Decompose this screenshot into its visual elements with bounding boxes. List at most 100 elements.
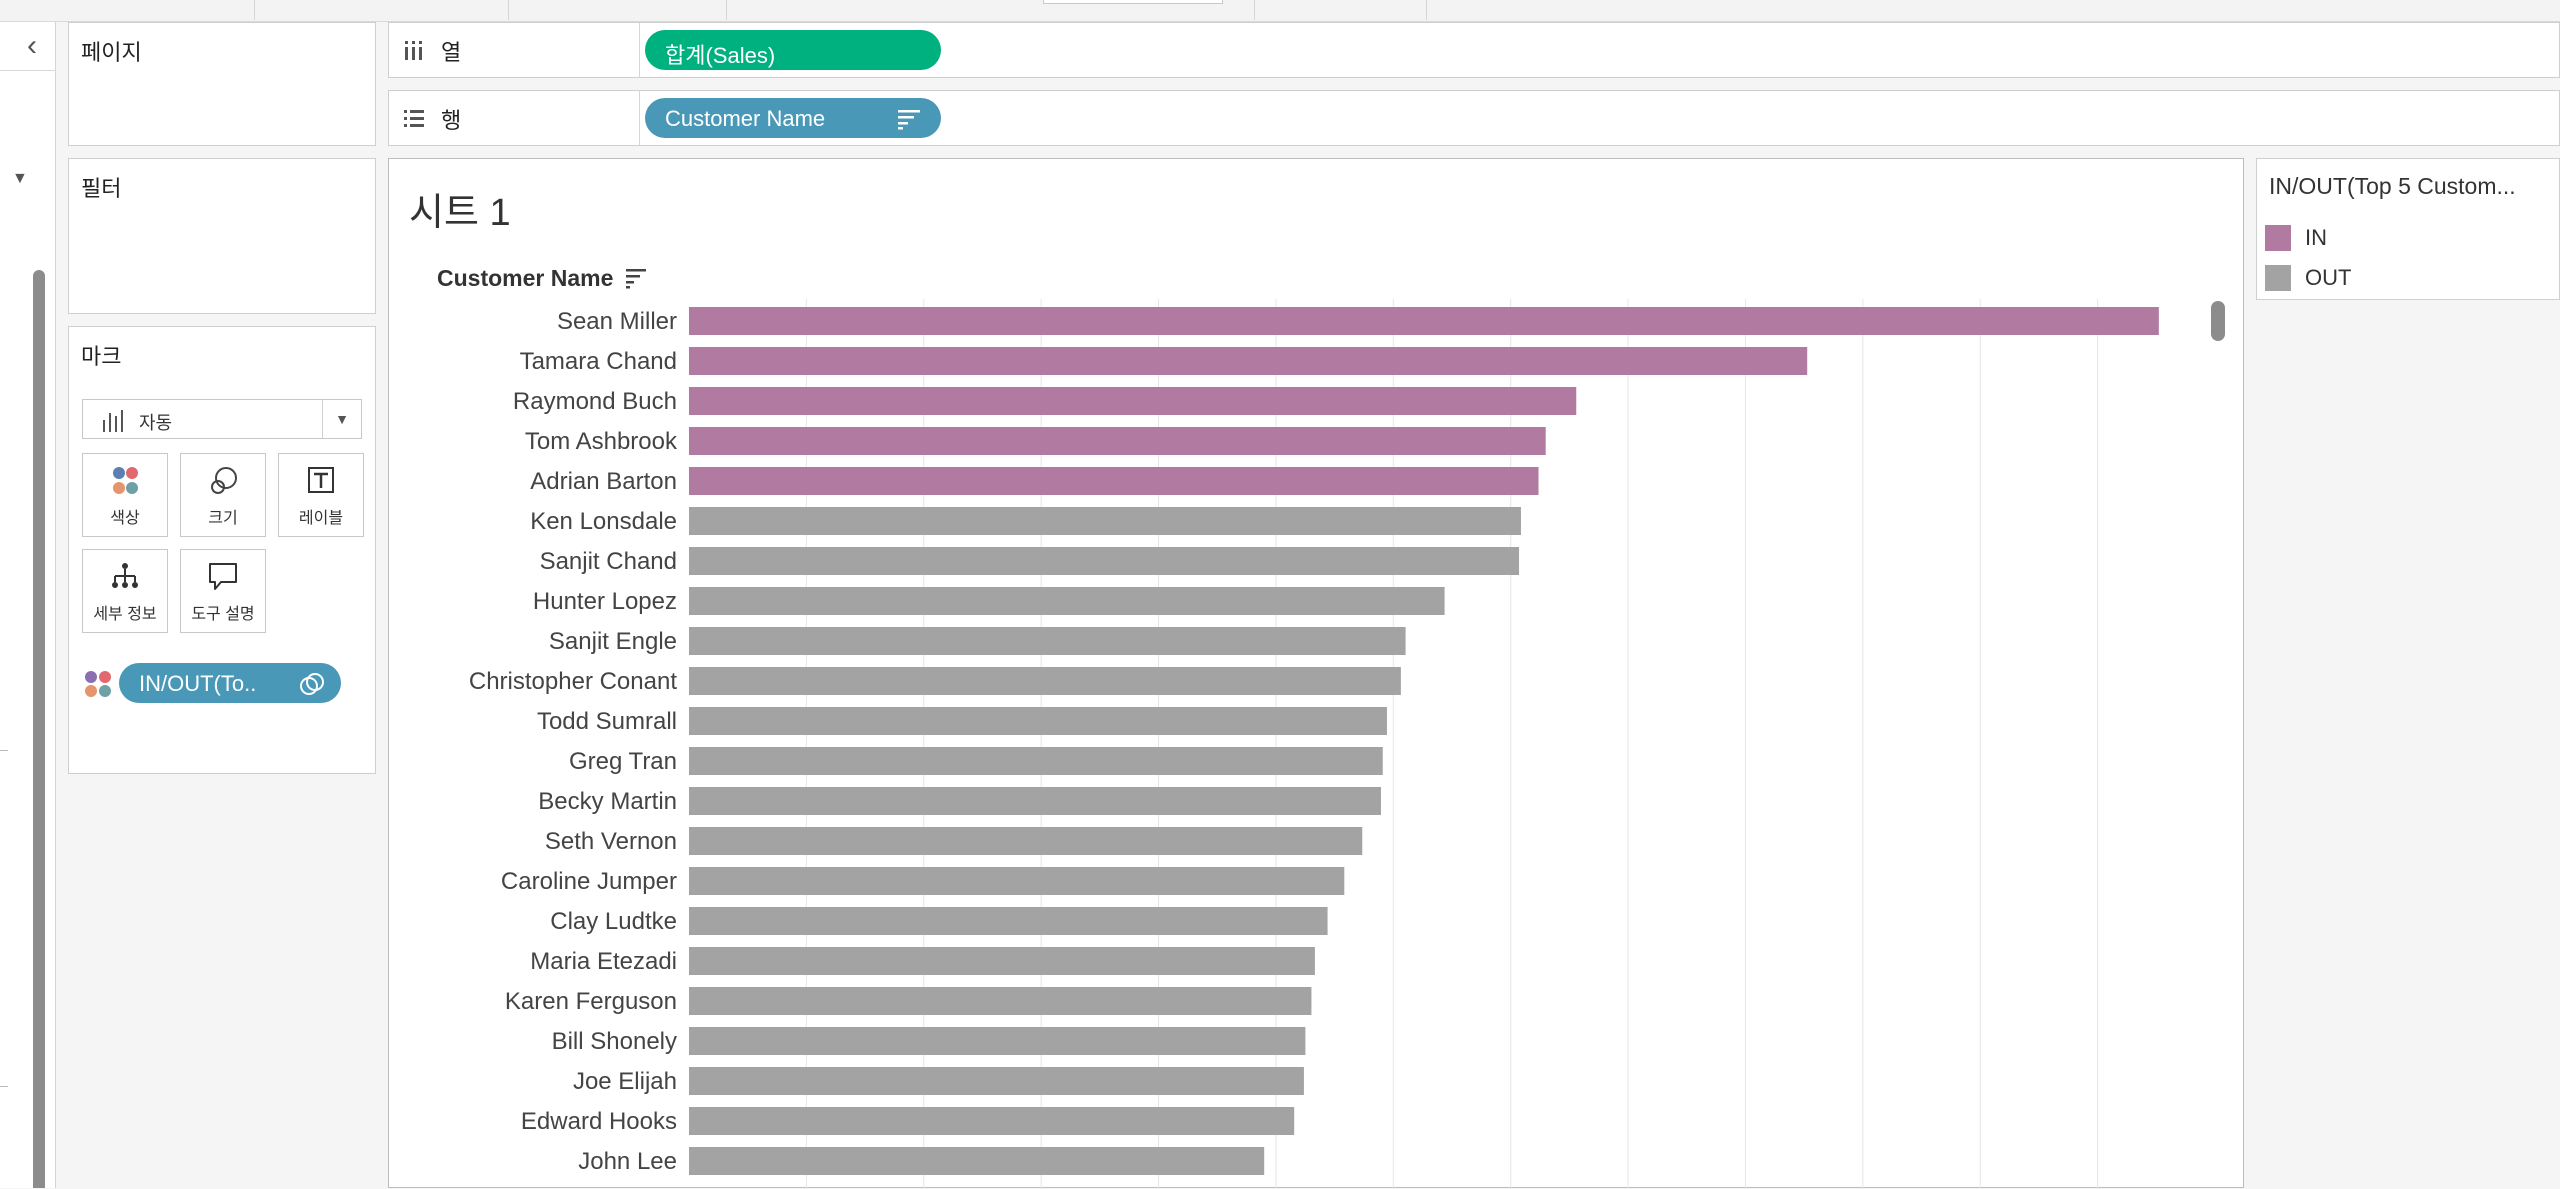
bar-clay-ludtke[interactable] (689, 907, 1328, 935)
bar-chart: Sean Miller Tamara Chand Raymond Buch Tom A… (469, 299, 2159, 1189)
customer-label[interactable]: Christopher Conant (469, 668, 677, 695)
mark-type-dropdown[interactable]: 자동 ▼ (82, 399, 362, 439)
color-button[interactable]: 색상 (82, 453, 168, 537)
customer-label[interactable]: Becky Martin (538, 788, 677, 815)
set-icon (300, 673, 324, 695)
color-dots-icon (85, 671, 111, 697)
bar-hunter-lopez[interactable] (689, 587, 1445, 615)
rows-icon (404, 110, 424, 127)
filters-card: 필터 (68, 158, 376, 314)
shelf-divider (639, 91, 640, 145)
worksheet-view: Sean Miller Tamara Chand Raymond Buch Tom A… (388, 158, 2244, 1189)
bar-maria-etezadi[interactable] (689, 947, 1315, 975)
tooltip-button[interactable]: 도구 설명 (180, 549, 266, 633)
legend-label-out: OUT (2305, 265, 2352, 290)
toolbar-separator (1426, 0, 1427, 20)
bar-greg-tran[interactable] (689, 747, 1383, 775)
customer-label[interactable]: Raymond Buch (513, 388, 677, 415)
bar-christopher-conant[interactable] (689, 667, 1401, 695)
customer-label[interactable]: Sanjit Engle (549, 628, 677, 655)
color-encoding-row: IN/OUT(To.. (83, 663, 367, 703)
customer-label[interactable]: Joe Elijah (573, 1068, 677, 1095)
inout-color-pill[interactable]: IN/OUT(To.. (119, 663, 341, 703)
bar-adrian-barton[interactable] (689, 467, 1539, 495)
customer-name-dimension-pill[interactable]: Customer Name (645, 98, 941, 138)
customer-label[interactable]: Greg Tran (569, 748, 677, 775)
inout-pill-label: IN/OUT(To.. (139, 671, 257, 696)
color-legend: IN/OUT(Top 5 Custom... IN OUT (2256, 158, 2560, 300)
bar-becky-martin[interactable] (689, 787, 1381, 815)
customer-label[interactable]: Caroline Jumper (501, 868, 677, 895)
color-button-label: 색상 (110, 510, 140, 527)
bar-bill-shonely[interactable] (689, 1027, 1306, 1055)
bar-karen-ferguson[interactable] (689, 987, 1312, 1015)
bar-chart-icon (103, 410, 123, 432)
bar-tom-ashbrook[interactable] (689, 427, 1546, 455)
customer-label[interactable]: Sean Miller (557, 308, 677, 335)
sort-descending-icon[interactable] (625, 267, 647, 289)
customer-label[interactable]: Ken Lonsdale (530, 508, 677, 535)
bar-seth-vernon[interactable] (689, 827, 1363, 855)
row-header-label: Customer Name (437, 265, 614, 291)
rows-shelf-label: 행 (441, 108, 462, 133)
bar-sean-miller[interactable] (689, 307, 2159, 335)
customer-label[interactable]: Karen Ferguson (505, 988, 677, 1015)
pages-card: 페이지 (68, 22, 376, 146)
collapse-chevron-icon[interactable]: ‹ (27, 29, 37, 62)
marks-card: 마크 자동 ▼ 색상 크기 레이블 (68, 326, 376, 774)
customer-label[interactable]: Edward Hooks (521, 1108, 677, 1135)
caret-down-icon[interactable]: ▼ (12, 170, 28, 187)
customer-label[interactable]: Clay Ludtke (550, 908, 677, 935)
customer-label[interactable]: Tom Ashbrook (525, 428, 678, 455)
toolbar-separator (1254, 0, 1255, 20)
size-circles-icon (211, 467, 237, 494)
pane-scrollbar[interactable] (33, 270, 45, 1188)
shelf-divider (639, 23, 640, 77)
customer-label[interactable]: Seth Vernon (545, 828, 677, 855)
bar-ken-lonsdale[interactable] (689, 507, 1521, 535)
bar-raymond-buch[interactable] (689, 387, 1577, 415)
customer-label[interactable]: Adrian Barton (530, 468, 677, 495)
toolbar-dropdown[interactable] (1043, 0, 1223, 4)
speech-bubble-icon (209, 563, 237, 590)
mark-type-label: 자동 (139, 413, 173, 433)
customer-label[interactable]: Todd Sumrall (537, 708, 677, 735)
detail-button[interactable]: 세부 정보 (82, 549, 168, 633)
customer-label[interactable]: Tamara Chand (520, 348, 677, 375)
customer-label[interactable]: John Lee (578, 1148, 677, 1175)
tooltip-button-label: 도구 설명 (191, 606, 255, 623)
rows-shelf: 행 Customer Name (388, 90, 2560, 146)
legend-label-in: IN (2305, 225, 2327, 250)
chevron-down-icon: ▼ (322, 400, 361, 438)
bar-caroline-jumper[interactable] (689, 867, 1345, 895)
size-button-label: 크기 (208, 510, 238, 527)
pages-card-title: 페이지 (81, 40, 142, 65)
sort-descending-icon (898, 110, 920, 130)
view-scrollbar[interactable] (2199, 299, 2219, 1189)
bar-tamara-chand[interactable] (689, 347, 1808, 375)
toolbar-strip (0, 0, 2560, 22)
customer-label[interactable]: Hunter Lopez (533, 588, 677, 615)
bar-john-lee[interactable] (689, 1147, 1265, 1175)
bar-joe-elijah[interactable] (689, 1067, 1304, 1095)
bar-edward-hooks[interactable] (689, 1107, 1295, 1135)
columns-shelf-label: 열 (441, 40, 462, 65)
label-button-label: 레이블 (298, 510, 344, 527)
legend-title: IN/OUT(Top 5 Custom... (2269, 173, 2516, 199)
label-button[interactable]: 레이블 (278, 453, 364, 537)
text-label-icon (308, 467, 334, 493)
bar-sanjit-engle[interactable] (689, 627, 1406, 655)
customer-label[interactable]: Maria Etezadi (530, 948, 677, 975)
sales-measure-pill[interactable]: 합계(Sales) (645, 30, 941, 70)
hierarchy-icon (112, 563, 138, 588)
bar-todd-sumrall[interactable] (689, 707, 1387, 735)
bar-sanjit-chand[interactable] (689, 547, 1520, 575)
pane-divider (0, 70, 56, 71)
legend-swatch-in (2265, 225, 2291, 251)
customer-label[interactable]: Bill Shonely (552, 1028, 677, 1055)
size-button[interactable]: 크기 (180, 453, 266, 537)
customer-label[interactable]: Sanjit Chand (540, 548, 677, 575)
view-scrollbar-thumb[interactable] (2211, 301, 2225, 341)
columns-icon (405, 41, 422, 60)
filters-card-title: 필터 (81, 176, 122, 201)
